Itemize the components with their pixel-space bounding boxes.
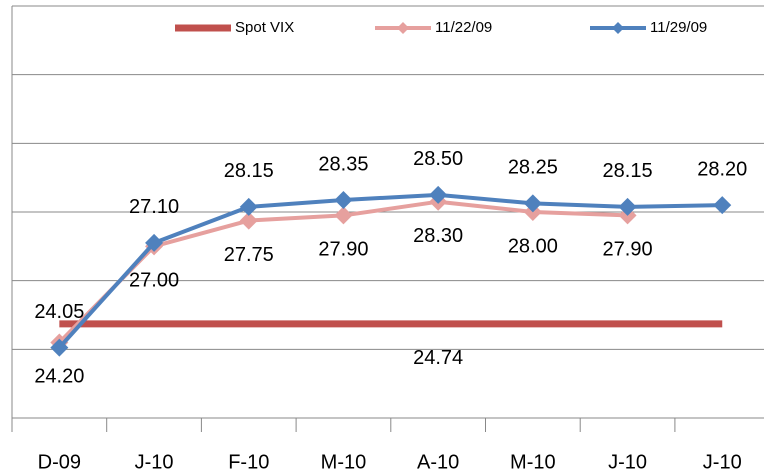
marker <box>713 196 732 215</box>
data-label: 27.90 <box>603 239 653 261</box>
legend-marker <box>612 22 624 34</box>
marker <box>523 194 542 213</box>
x-tick-label: D-09 <box>38 451 81 473</box>
x-tick-label: A-10 <box>417 451 459 473</box>
x-tick-label: J-10 <box>608 451 647 473</box>
data-label: 28.30 <box>413 225 463 247</box>
x-tick-label: M-10 <box>321 451 367 473</box>
marker <box>145 233 164 252</box>
data-label: 28.15 <box>603 160 653 182</box>
data-label: 27.90 <box>318 239 368 261</box>
marker <box>239 211 258 230</box>
data-label: 28.15 <box>224 160 274 182</box>
marker <box>239 197 258 216</box>
data-label: 24.20 <box>34 366 84 388</box>
data-label: 28.00 <box>508 235 558 257</box>
x-tick-label: F-10 <box>228 451 269 473</box>
marker <box>429 185 448 204</box>
marker <box>334 206 353 225</box>
data-label: 24.74 <box>413 347 463 369</box>
marker <box>618 197 637 216</box>
data-label: 28.25 <box>508 157 558 179</box>
data-label: 27.75 <box>224 244 274 266</box>
legend-marker <box>397 22 409 34</box>
data-label: 28.20 <box>697 158 747 180</box>
marker <box>334 190 353 209</box>
data-label: 27.00 <box>129 270 179 292</box>
x-tick-label: J-10 <box>703 451 742 473</box>
legend-label: Spot VIX <box>235 19 294 36</box>
legend-label: 11/22/09 <box>435 19 492 36</box>
legend-label: 11/29/09 <box>650 19 707 36</box>
x-tick-label: M-10 <box>510 451 556 473</box>
marker <box>50 338 69 357</box>
data-label: 28.35 <box>318 153 368 175</box>
x-tick-label: J-10 <box>135 451 174 473</box>
data-label: 24.05 <box>34 301 84 323</box>
series-line <box>57 192 723 349</box>
data-label: 27.10 <box>129 196 179 218</box>
data-label: 28.50 <box>413 148 463 170</box>
